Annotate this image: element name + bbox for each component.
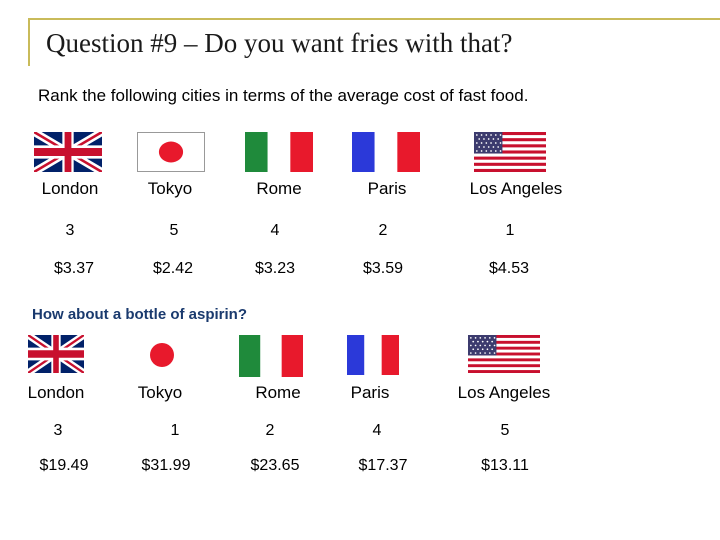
frame-top-rule [28,18,720,20]
fast-food-price-rome: $3.23 [254,260,296,277]
italy-flag-icon [239,335,303,377]
aspirin-price-rome: $23.65 [250,457,300,474]
aspirin-price-los-angeles: $13.11 [481,457,529,474]
city-name-london: London [41,179,99,198]
city-name-paris: Paris [367,179,407,198]
usa-flag-icon [474,132,546,172]
fast-food-price-tokyo: $2.42 [152,260,194,277]
aspirin-price-paris: $17.37 [358,457,408,474]
france-flag-icon [347,335,399,375]
fast-food-rank-paris: 2 [378,222,388,239]
subtitle: Rank the following cities in terms of th… [38,86,529,105]
aspirin-city-name-paris: Paris [350,383,390,402]
italy-flag-icon [245,132,313,172]
aspirin-city-name-los-angeles: Los Angeles [457,383,551,402]
japan-flag-icon [132,335,192,375]
fast-food-price-london: $3.37 [53,260,95,277]
aspirin-rank-paris: 4 [372,422,382,439]
aspirin-city-name-tokyo: Tokyo [137,383,183,402]
france-flag-icon [352,132,420,172]
city-name-los-angeles: Los Angeles [469,179,563,198]
fast-food-rank-london: 3 [65,222,75,239]
uk-flag-icon [28,335,84,373]
fast-food-rank-rome: 4 [270,222,280,239]
city-name-tokyo: Tokyo [147,179,193,198]
aspirin-rank-tokyo: 1 [170,422,180,439]
frame-left-rule [28,18,30,66]
aspirin-price-tokyo: $31.99 [141,457,191,474]
aspirin-city-name-london: London [27,383,85,402]
aspirin-price-london: $19.49 [39,457,89,474]
fast-food-rank-tokyo: 5 [169,222,179,239]
aspirin-rank-london: 3 [53,422,63,439]
japan-flag-icon [137,132,205,172]
aspirin-rank-los-angeles: 5 [500,422,510,439]
section2-title: How about a bottle of aspirin? [32,306,247,323]
fast-food-price-paris: $3.59 [362,260,404,277]
fast-food-price-los-angeles: $4.53 [488,260,530,277]
uk-flag-icon [34,132,102,172]
slide-title: Question #9 – Do you want fries with tha… [46,28,513,58]
usa-flag-icon [468,335,540,373]
fast-food-rank-los-angeles: 1 [505,222,515,239]
city-name-rome: Rome [256,179,302,198]
aspirin-rank-rome: 2 [265,422,275,439]
aspirin-city-name-rome: Rome [255,383,301,402]
